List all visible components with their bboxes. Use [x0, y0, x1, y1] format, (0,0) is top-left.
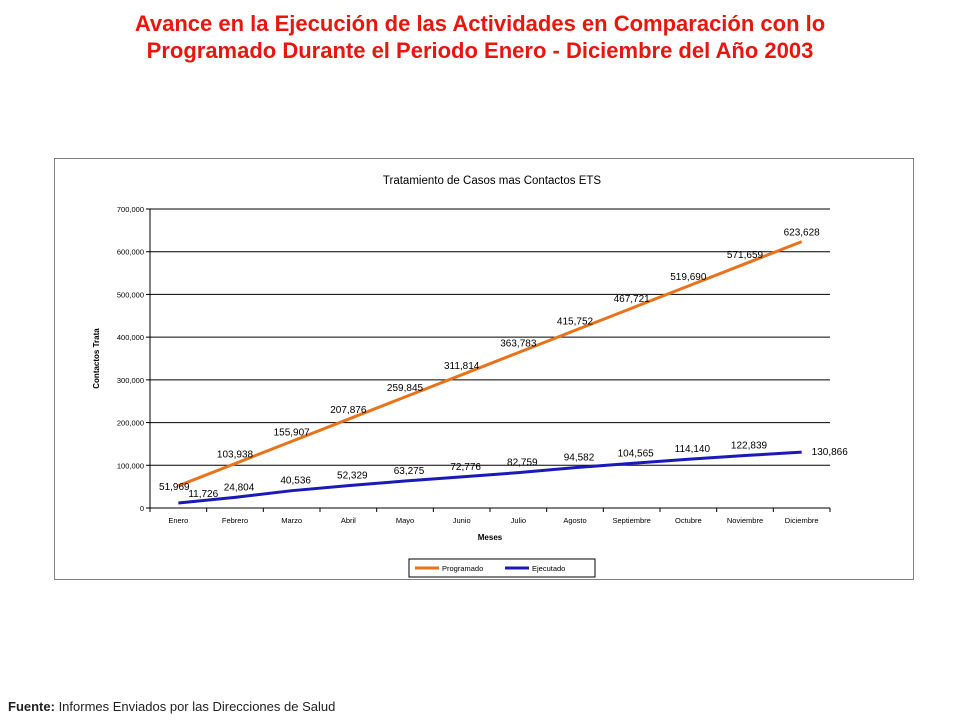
x-tick-label: Diciembre — [785, 516, 819, 525]
page-title-line-2: Programado Durante el Periodo Enero - Di… — [146, 38, 814, 63]
data-label: 40,536 — [280, 476, 311, 487]
data-label: 130,866 — [812, 447, 849, 458]
x-tick-label: Noviembre — [727, 516, 763, 525]
x-tick-label: Mayo — [396, 516, 414, 525]
footer-source: Fuente: Informes Enviados por las Direcc… — [8, 699, 335, 714]
x-tick-label: Abril — [341, 516, 356, 525]
data-label: 571,659 — [727, 250, 764, 261]
page-title: Avance en la Ejecución de las Actividade… — [0, 10, 960, 64]
data-label: 623,628 — [784, 228, 821, 239]
data-label: 52,329 — [337, 471, 368, 482]
x-tick-label: Agosto — [563, 516, 586, 525]
y-axis-label: Contactos Trata — [92, 328, 101, 389]
y-tick-label: 100,000 — [117, 461, 144, 470]
data-label: 363,783 — [500, 339, 537, 350]
y-tick-label: 600,000 — [117, 248, 144, 257]
y-tick-label: 200,000 — [117, 419, 144, 428]
page-title-line-1: Avance en la Ejecución de las Actividade… — [134, 11, 826, 36]
data-label: 104,565 — [618, 448, 655, 459]
footer-text: Informes Enviados por las Direcciones de… — [54, 699, 336, 714]
series-line-programado — [177, 240, 803, 488]
x-tick-label: Febrero — [222, 516, 248, 525]
data-label: 103,938 — [217, 450, 254, 461]
data-label: 72,776 — [450, 462, 481, 473]
data-label: 122,839 — [731, 441, 768, 452]
chart-title: Tratamiento de Casos mas Contactos ETS — [383, 175, 601, 187]
data-label: 11,726 — [188, 489, 218, 500]
series-line-ejecutado — [178, 450, 802, 505]
data-label: 207,876 — [330, 405, 367, 416]
x-tick-label: Octubre — [675, 516, 702, 525]
y-tick-label: 0 — [140, 504, 144, 513]
legend-label-programado: Programado — [442, 564, 483, 573]
data-label: 311,814 — [444, 361, 480, 372]
y-tick-label: 300,000 — [117, 376, 144, 385]
y-tick-label: 500,000 — [117, 290, 144, 299]
data-label: 155,907 — [274, 427, 311, 438]
data-label: 24,804 — [224, 482, 255, 493]
x-tick-label: Julio — [511, 516, 526, 525]
data-label: 63,275 — [394, 466, 425, 477]
x-tick-label: Enero — [168, 516, 188, 525]
x-tick-label: Marzo — [281, 516, 302, 525]
data-label: 82,759 — [507, 458, 538, 469]
x-tick-label: Septiembre — [612, 516, 650, 525]
line-chart: Tratamiento de Casos mas Contactos ETS 0 1… — [92, 175, 849, 578]
footer-label: Fuente: — [8, 699, 55, 714]
x-axis-label: Meses — [478, 533, 503, 542]
data-label: 519,690 — [670, 272, 707, 283]
data-label: 94,582 — [564, 453, 595, 464]
x-tick-label: Junio — [453, 516, 471, 525]
data-label: 114,140 — [675, 444, 711, 455]
y-tick-label: 700,000 — [117, 205, 144, 214]
legend-box — [408, 558, 596, 578]
data-label: 467,721 — [614, 294, 651, 305]
y-tick-label: 400,000 — [117, 333, 144, 342]
chart-frame: Tratamiento de Casos mas Contactos ETS 0 1… — [54, 158, 914, 580]
legend-label-ejecutado: Ejecutado — [532, 564, 565, 573]
data-label: 259,845 — [387, 383, 424, 394]
data-label: 51,969 — [159, 482, 190, 493]
data-label: 415,752 — [557, 316, 594, 327]
